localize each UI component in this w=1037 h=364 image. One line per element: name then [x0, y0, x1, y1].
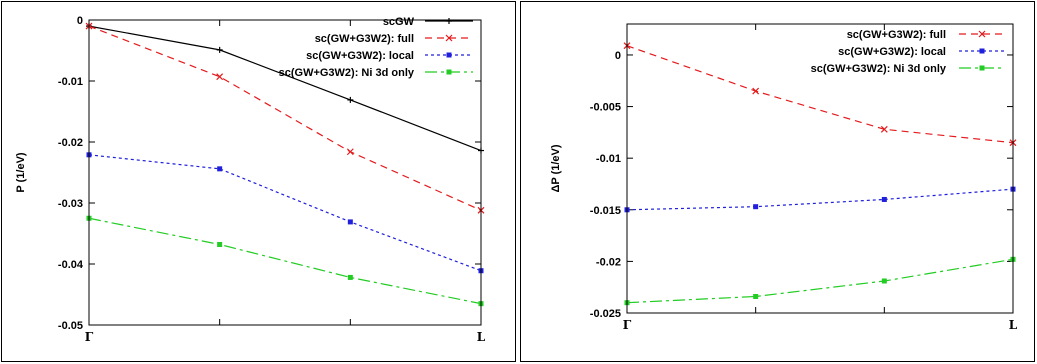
y-tick-label: 0: [615, 50, 621, 62]
data-point: [752, 87, 760, 95]
y-tick-label: -0.05: [58, 320, 83, 332]
legend-label: sc(GW+G3W2): full: [847, 29, 946, 41]
legend-label: scGW: [383, 16, 415, 28]
series-0: [623, 42, 1017, 147]
series-2: [624, 256, 1016, 306]
series-1: [85, 22, 485, 214]
data-point: [881, 278, 887, 284]
data-point: [346, 148, 354, 156]
series-line: [88, 25, 482, 211]
legend-marker: [978, 30, 986, 38]
y-tick-label: -0.015: [590, 205, 621, 217]
plot-frame: [626, 23, 1014, 314]
plot-frame: [88, 19, 482, 326]
y-tick-label: 0: [77, 15, 83, 27]
series-line: [626, 45, 1014, 144]
series-0: [86, 23, 484, 154]
legend-label: sc(GW+G3W2): local: [306, 50, 414, 62]
series-line: [626, 258, 1014, 304]
legend-marker: [446, 69, 452, 75]
outer-frame: [520, 1, 1035, 362]
chart-left: 0 -0.01 -0.02 -0.03 -0.04 -0.05Γ L P (1/eV) scGW…: [1, 1, 516, 362]
x-category-label: Γ: [623, 318, 632, 332]
data-point: [216, 46, 223, 53]
data-point: [881, 196, 887, 202]
series-line: [88, 25, 482, 152]
data-point: [753, 293, 759, 299]
data-point: [216, 73, 224, 81]
data-point: [347, 219, 353, 225]
x-category-label: Γ: [85, 330, 94, 344]
series-2: [86, 152, 484, 274]
y-tick-label: -0.02: [58, 137, 83, 149]
y-tick-label: -0.04: [58, 259, 84, 271]
y-axis-label: P (1/eV): [15, 152, 27, 192]
series-3: [86, 215, 484, 307]
y-axis-label: ΔP (1/eV): [550, 144, 562, 192]
legend-marker: [446, 18, 452, 24]
chart-panel-right: 0 -0.005 -0.01 -0.015 -0.02 -0.025 Γ L ΔP (1/eV)…: [519, 0, 1037, 364]
legend-marker: [979, 65, 985, 71]
legend-marker: [446, 52, 452, 58]
y-tick-label: -0.005: [590, 102, 621, 114]
legend-label: sc(GW+G3W2): full: [315, 33, 414, 45]
data-point: [880, 125, 888, 133]
legend-label: sc(GW+G3W2): Ni 3d only: [279, 67, 415, 79]
outer-frame: [1, 1, 516, 362]
x-category-label: L: [477, 330, 486, 344]
legend-label: sc(GW+G3W2): local: [838, 46, 946, 58]
series-1: [624, 186, 1016, 213]
data-point: [347, 274, 353, 280]
series-line: [626, 188, 1014, 211]
data-point: [753, 204, 759, 210]
data-point: [347, 96, 354, 103]
x-category-label: L: [1009, 318, 1018, 332]
legend-marker: [445, 34, 453, 42]
legend-marker: [979, 48, 985, 54]
y-tick-label: -0.02: [596, 256, 621, 268]
legend-label: sc(GW+G3W2): Ni 3d only: [811, 63, 947, 75]
data-point: [217, 241, 223, 247]
y-tick-label: -0.01: [596, 153, 621, 165]
y-tick-label: -0.03: [58, 198, 83, 210]
series-line: [88, 217, 482, 305]
y-tick-label: -0.025: [590, 308, 621, 320]
series-line: [88, 154, 482, 272]
y-tick-label: -0.01: [58, 76, 83, 88]
data-point: [217, 166, 223, 172]
chart-panel-left: 0 -0.01 -0.02 -0.03 -0.04 -0.05 Γ L P (1/eV) scGW…: [0, 0, 518, 364]
